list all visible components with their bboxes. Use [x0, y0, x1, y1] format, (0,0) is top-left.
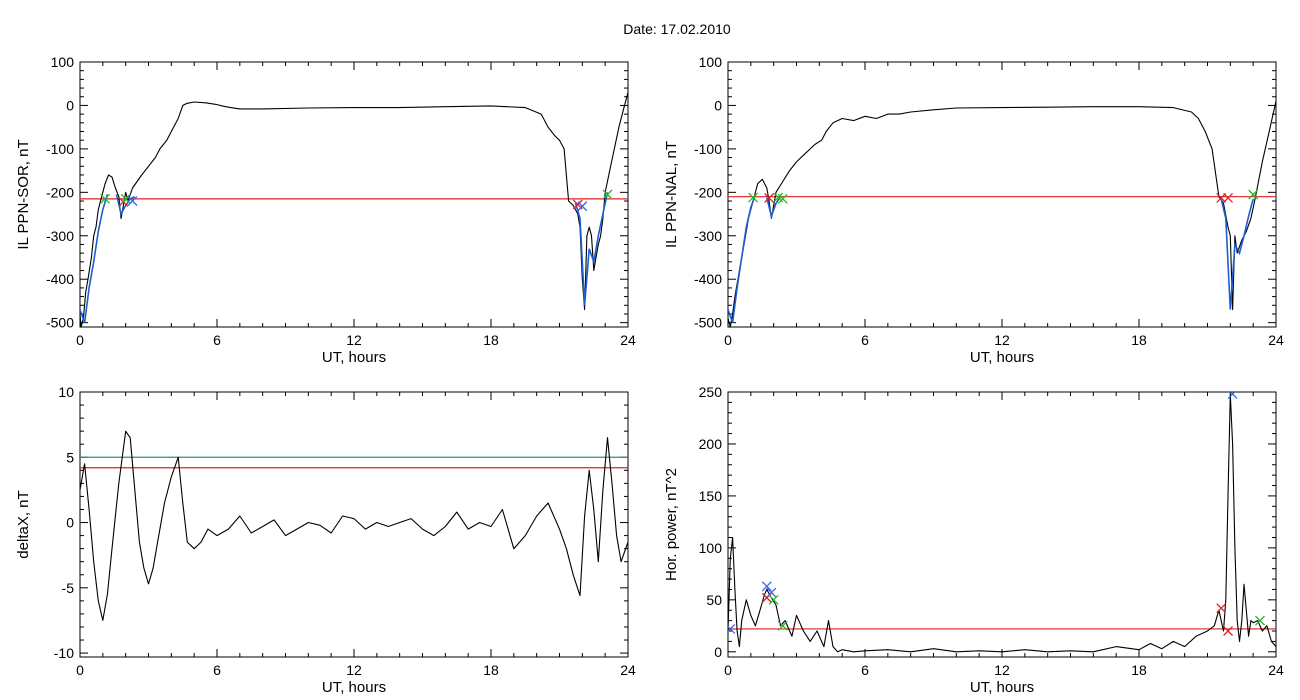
- y-axis-title: IL PPN-NAL, nT: [663, 141, 680, 248]
- x-tick-label: 12: [994, 662, 1010, 678]
- x-tick-label: 0: [76, 662, 84, 678]
- y-tick-label: 150: [699, 488, 723, 504]
- y-tick-label: 100: [51, 54, 75, 70]
- x-marker: [764, 193, 775, 203]
- x-marker: [1255, 615, 1265, 626]
- plot-frame: [79, 391, 629, 658]
- y-tick-label: -200: [694, 184, 722, 200]
- x-tick-label: 24: [620, 332, 636, 348]
- y-tick-label: 0: [714, 644, 722, 660]
- x-tick-label: 18: [483, 662, 499, 678]
- x-marker: [602, 189, 613, 200]
- y-tick-label: -100: [694, 141, 722, 157]
- x-tick-label: 6: [213, 332, 221, 348]
- y-tick-label: 100: [699, 54, 723, 70]
- x-marker: [100, 193, 111, 204]
- figure-title: Date: 17.02.2010: [623, 21, 731, 37]
- plot-frame: [727, 391, 1277, 658]
- x-tick-label: 24: [1268, 662, 1284, 678]
- x-marker: [1223, 193, 1234, 203]
- x-axis-title: UT, hours: [322, 349, 386, 366]
- y-tick-label: 250: [699, 384, 723, 400]
- plot-area: [80, 92, 628, 327]
- x-axis-title: UT, hours: [970, 349, 1034, 366]
- y-tick-label: 10: [58, 384, 74, 400]
- plot-frame: [727, 61, 1277, 328]
- chart-deltax: 0 6 12 18 24 -10 -5 0 5 10 UT, hours deltaX, nT: [15, 384, 636, 696]
- y-axis-title: IL PPN-SOR, nT: [15, 139, 32, 249]
- x-tick-label: 0: [724, 662, 732, 678]
- plot-area: [80, 430, 628, 621]
- x-marker: [768, 594, 779, 605]
- plot-frame: [79, 61, 629, 328]
- x-tick-label: 0: [724, 332, 732, 348]
- y-tick-label: -500: [46, 315, 74, 331]
- plot-area: [728, 392, 1276, 653]
- y-axis-title: Hor. power, nT^2: [663, 468, 680, 581]
- x-tick-label: 18: [483, 332, 499, 348]
- x-marker: [761, 581, 772, 592]
- y-tick-label: -400: [694, 271, 722, 287]
- x-tick-label: 24: [1268, 332, 1284, 348]
- y-tick-label: -5: [62, 580, 75, 596]
- x-axis-title: UT, hours: [322, 679, 386, 696]
- y-tick-label: -100: [46, 141, 74, 157]
- highlight-segment: [574, 192, 609, 306]
- x-tick-label: 0: [76, 332, 84, 348]
- x-tick-label: 12: [346, 332, 362, 348]
- y-tick-label: -10: [54, 645, 74, 661]
- y-tick-label: -300: [694, 228, 722, 244]
- x-axis-title: UT, hours: [970, 679, 1034, 696]
- plot-area: [728, 100, 1276, 327]
- y-axis-title: deltaX, nT: [15, 490, 32, 558]
- y-tick-label: 200: [699, 436, 723, 452]
- x-marker: [127, 196, 138, 206]
- y-tick-label: -200: [46, 184, 74, 200]
- x-tick-label: 18: [1131, 332, 1147, 348]
- y-tick-label: 5: [66, 449, 74, 465]
- chart-ppn-sor: 0 6 12 18 24 -500 -400 -300 -200 -100 0 100 UT, hour…: [15, 54, 636, 366]
- y-tick-label: 50: [706, 592, 722, 608]
- x-marker: [577, 201, 588, 212]
- chart-ppn-nal: 0 6 12 18 24 -500 -400 -300 -200 -100 0 100 UT, hour…: [663, 54, 1284, 366]
- y-tick-label: -300: [46, 228, 74, 244]
- x-tick-label: 24: [620, 662, 636, 678]
- x-marker: [748, 192, 759, 203]
- x-marker: [1216, 603, 1227, 614]
- x-tick-label: 18: [1131, 662, 1147, 678]
- y-tick-label: 0: [714, 97, 722, 113]
- x-tick-label: 6: [861, 332, 869, 348]
- highlight-segment: [80, 194, 109, 323]
- x-marker: [766, 587, 777, 598]
- series-line: [80, 92, 628, 327]
- series-line: [728, 393, 1276, 653]
- highlight-segment: [1220, 198, 1254, 310]
- highlight-segment: [728, 194, 757, 323]
- x-tick-label: 6: [213, 662, 221, 678]
- x-tick-label: 12: [994, 332, 1010, 348]
- x-marker: [1227, 392, 1238, 400]
- x-marker: [777, 193, 788, 204]
- chart-hor-power: 0 6 12 18 24 0 50 100 150 200 250 UT, hours Hor. pow…: [663, 384, 1284, 696]
- x-marker: [1248, 189, 1259, 200]
- y-tick-label: -500: [694, 315, 722, 331]
- series-line: [80, 430, 628, 621]
- series-line: [728, 100, 1276, 327]
- highlight-segment: [766, 196, 782, 219]
- highlight-segment: [115, 194, 136, 217]
- y-tick-label: 0: [66, 97, 74, 113]
- x-marker: [120, 193, 131, 204]
- y-tick-label: 0: [66, 515, 74, 531]
- x-marker: [728, 623, 736, 634]
- y-tick-label: -400: [46, 271, 74, 287]
- x-tick-label: 12: [346, 662, 362, 678]
- x-marker: [1223, 626, 1234, 636]
- y-tick-label: 100: [699, 540, 723, 556]
- x-marker: [777, 620, 788, 631]
- x-tick-label: 6: [861, 662, 869, 678]
